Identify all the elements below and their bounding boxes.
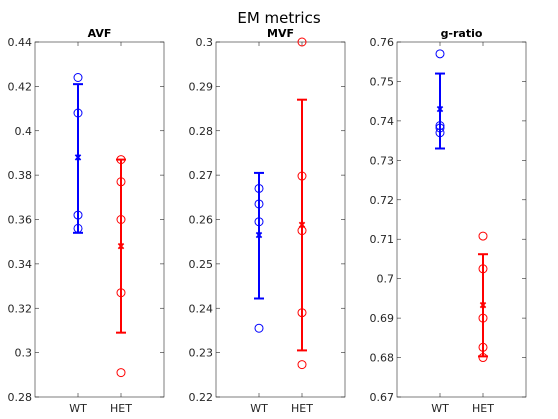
y-tick-label: 0.23: [189, 347, 214, 360]
y-tick-label: 0.29: [189, 80, 214, 93]
data-point: [116, 177, 126, 187]
data-point: [254, 217, 264, 227]
chart-panels: AVF 0.28 0.3 0.32 0.34 0.36 0.38 0.4 0.42 0.44 WT H…: [8, 27, 527, 415]
axes-title: g-ratio: [441, 27, 483, 40]
y-tick-label: 0.68: [370, 352, 395, 365]
y-tick-label: 0.38: [8, 169, 33, 182]
mean-marker: [479, 301, 487, 309]
y-tick-label: 0.7: [377, 273, 395, 286]
y-tick-label: 0.69: [370, 312, 395, 325]
y-tick-label: 0.72: [370, 194, 395, 207]
series-het: [297, 37, 307, 370]
x-tick-label: HET: [291, 402, 313, 415]
y-tick-label: 0.25: [189, 258, 214, 271]
series-wt: [254, 171, 264, 333]
data-point: [116, 288, 126, 298]
series-wt: [435, 49, 445, 150]
data-point: [478, 264, 488, 274]
y-tick-label: 0.67: [370, 391, 395, 404]
y-tick-label: 0.3: [15, 347, 33, 360]
x-tick-label: WT: [250, 402, 268, 415]
data-point: [478, 231, 488, 241]
y-tick-label: 0.44: [8, 36, 33, 49]
data-point: [297, 360, 307, 370]
data-point: [435, 49, 445, 59]
mean-marker: [255, 231, 263, 239]
axes-box: [215, 41, 346, 398]
y-tick-label: 0.34: [8, 258, 33, 271]
y-tick-label: 0.75: [370, 75, 395, 88]
mean-marker: [117, 242, 125, 250]
data-point: [73, 108, 83, 118]
data-point: [116, 155, 126, 165]
series-het: [478, 231, 488, 363]
chart-panel-g-ratio: g-ratio 0.67 0.68 0.69 0.7 0.71 0.72 0.73 0.74 0.…: [370, 27, 527, 415]
data-point: [297, 37, 307, 47]
data-point: [297, 308, 307, 318]
data-point: [297, 226, 307, 236]
data-point: [297, 171, 307, 181]
y-tick-label: 0.74: [370, 115, 395, 128]
data-point: [116, 368, 126, 378]
mean-marker: [436, 105, 444, 113]
chart-panel-avf: AVF 0.28 0.3 0.32 0.34 0.36 0.38 0.4 0.42 0.44 WT H…: [8, 27, 165, 415]
y-tick-label: 0.36: [8, 214, 33, 227]
data-point: [73, 210, 83, 220]
figure-title: EM metrics: [237, 9, 320, 27]
data-point: [254, 199, 264, 209]
data-point: [254, 183, 264, 193]
axes-box: [34, 41, 165, 398]
series-het: [116, 155, 126, 378]
y-tick-label: 0.32: [8, 302, 33, 315]
data-point: [435, 121, 445, 131]
y-tick-label: 0.28: [189, 125, 214, 138]
y-tick-label: 0.71: [370, 233, 395, 246]
data-point: [435, 128, 445, 138]
y-tick-label: 0.26: [189, 214, 214, 227]
x-tick-label: WT: [431, 402, 449, 415]
y-tick-label: 0.28: [8, 391, 33, 404]
data-point: [116, 215, 126, 224]
data-point: [478, 353, 488, 363]
axes-title: MVF: [267, 27, 294, 40]
chart-panel-mvf: MVF 0.22 0.23 0.24 0.25 0.26 0.27 0.28 0.29 0.3 WT…: [189, 27, 346, 415]
series-wt: [73, 73, 83, 234]
x-tick-label: WT: [69, 402, 87, 415]
data-point: [478, 342, 488, 352]
mean-marker: [74, 154, 82, 161]
data-point: [435, 123, 445, 133]
y-tick-label: 0.3: [196, 36, 214, 49]
y-tick-label: 0.4: [15, 125, 33, 138]
data-point: [73, 73, 83, 82]
x-tick-label: HET: [472, 402, 494, 415]
data-point: [254, 323, 264, 333]
y-tick-label: 0.24: [189, 302, 214, 315]
y-tick-label: 0.42: [8, 80, 33, 93]
y-tick-label: 0.27: [189, 169, 214, 182]
axes-box: [396, 41, 527, 398]
axes-title: AVF: [88, 27, 112, 40]
data-point: [478, 313, 488, 323]
data-point: [73, 223, 83, 233]
x-tick-label: HET: [110, 402, 132, 415]
y-tick-label: 0.76: [370, 36, 395, 49]
y-tick-label: 0.22: [189, 391, 214, 404]
y-tick-label: 0.73: [370, 154, 395, 167]
